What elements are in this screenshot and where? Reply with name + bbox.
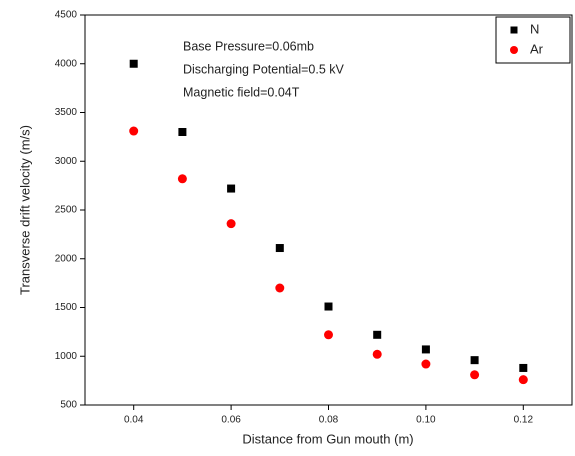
data-point bbox=[129, 126, 139, 136]
y-tick-label: 1500 bbox=[55, 302, 78, 313]
y-tick-label: 2500 bbox=[55, 205, 78, 216]
data-point bbox=[129, 59, 138, 68]
data-point bbox=[177, 174, 187, 184]
data-point bbox=[227, 184, 236, 193]
data-point bbox=[518, 375, 528, 385]
annotation: Discharging Potential=0.5 kV bbox=[183, 62, 345, 76]
data-point bbox=[275, 283, 285, 293]
annotation: Magnetic field=0.04T bbox=[183, 85, 300, 99]
x-tick-label: 0.12 bbox=[514, 415, 534, 426]
data-point bbox=[178, 128, 187, 136]
data-point bbox=[519, 363, 528, 372]
y-axis-label: Transverse drift velocity (m/s) bbox=[17, 125, 32, 295]
data-point bbox=[421, 345, 430, 354]
x-tick-label: 0.04 bbox=[124, 415, 144, 426]
x-axis-label: Distance from Gun mouth (m) bbox=[242, 431, 413, 446]
legend-label: N bbox=[530, 21, 539, 36]
data-point bbox=[324, 330, 333, 340]
y-tick-label: 3000 bbox=[55, 156, 78, 167]
data-point bbox=[421, 359, 431, 369]
y-tick-label: 4500 bbox=[55, 10, 78, 21]
legend-label: Ar bbox=[530, 41, 544, 56]
legend-box bbox=[495, 16, 571, 64]
data-point bbox=[324, 302, 333, 311]
y-tick-label: 500 bbox=[60, 400, 77, 411]
x-tick-label: 0.08 bbox=[319, 415, 339, 426]
annotation: Base Pressure=0.06mb bbox=[183, 39, 314, 53]
data-point bbox=[470, 370, 480, 380]
data-point bbox=[373, 330, 382, 339]
data-point bbox=[226, 219, 236, 229]
data-point bbox=[275, 244, 284, 253]
legend-marker bbox=[510, 46, 518, 54]
x-tick-label: 0.10 bbox=[416, 415, 436, 426]
data-point bbox=[470, 356, 479, 365]
y-tick-label: 4000 bbox=[55, 58, 78, 69]
x-tick-label: 0.06 bbox=[221, 415, 241, 426]
legend-marker bbox=[510, 26, 518, 34]
data-point bbox=[372, 349, 382, 359]
y-tick-label: 1000 bbox=[55, 351, 78, 362]
y-tick-label: 3500 bbox=[55, 107, 78, 118]
y-tick-label: 2000 bbox=[55, 253, 78, 264]
